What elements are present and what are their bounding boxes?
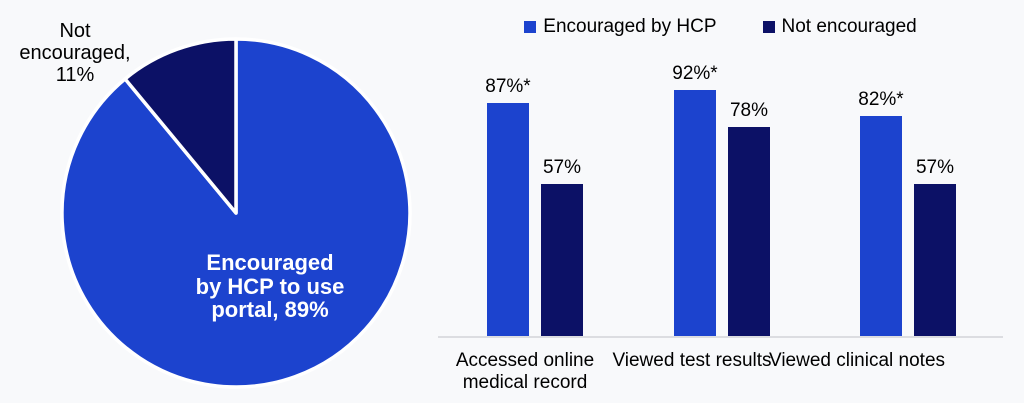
bar-value-label-not-encouraged-0: 57% — [542, 156, 582, 178]
category-label-viewed-test-results: Viewed test results — [612, 350, 772, 371]
bar-encouraged-2 — [860, 116, 902, 337]
bar-value-label-encouraged-1: 92%* — [672, 62, 718, 84]
pie-label-encouraged: Encouraged by HCP to use portal, 89% — [195, 250, 345, 322]
legend-swatch-encouraged-icon — [524, 21, 537, 33]
bar-chart-legend: Encouraged by HCP Not encouraged — [438, 15, 1003, 39]
bar-not-encouraged-2 — [914, 183, 956, 337]
legend-label-not-encouraged: Not encouraged — [781, 16, 917, 37]
pie-label-not-encouraged: Not encouraged, 11% — [19, 20, 131, 86]
x-axis-line — [438, 336, 1003, 338]
legend-label-encouraged: Encouraged by HCP — [543, 16, 717, 37]
bar-not-encouraged-1 — [728, 127, 770, 337]
legend-item-encouraged: Encouraged by HCP — [524, 16, 717, 38]
pie-slice-not-encouraged — [123, 37, 238, 215]
bar-not-encouraged-0 — [541, 183, 583, 337]
bar-value-label-not-encouraged-1: 78% — [729, 100, 769, 122]
legend-swatch-not-encouraged-icon — [762, 21, 775, 33]
bar-value-label-encouraged-2: 82%* — [858, 89, 904, 111]
legend-item-not-encouraged: Not encouraged — [762, 16, 917, 38]
bar-value-label-not-encouraged-2: 57% — [915, 156, 955, 178]
category-label-viewed-clinical-notes: Viewed clinical notes — [768, 350, 946, 371]
category-label-accessed-online-medical-record: Accessed online medical record — [455, 350, 595, 393]
bar-encouraged-0 — [487, 102, 529, 337]
pie-chart — [60, 37, 412, 389]
bar-encouraged-1 — [674, 89, 716, 337]
bar-value-label-encouraged-0: 87%* — [485, 75, 531, 97]
